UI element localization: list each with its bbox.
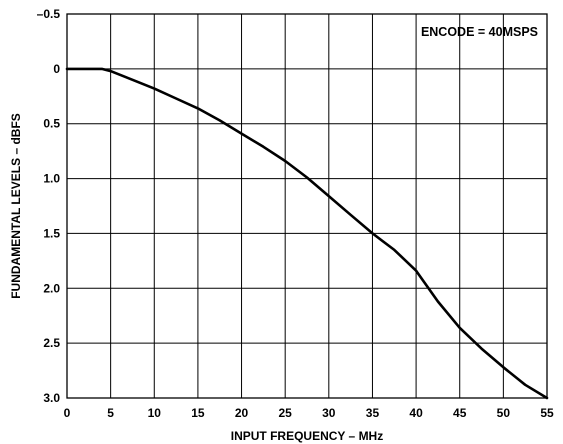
grid-lines <box>67 14 547 398</box>
y-tick-label: 3.0 <box>43 391 60 405</box>
x-tick-label: 5 <box>107 406 114 420</box>
y-tick-label: 0 <box>53 62 60 76</box>
x-tick-label: 10 <box>148 406 162 420</box>
y-axis-label: FUNDAMENTAL LEVELS – dBFS <box>9 113 23 299</box>
y-tick-label: 2.0 <box>43 281 60 295</box>
y-tick-label: –0.5 <box>37 7 61 21</box>
y-tick-label: 0.5 <box>43 117 60 131</box>
y-tick-label: 1.5 <box>43 226 60 240</box>
x-tick-label: 55 <box>540 406 554 420</box>
x-axis-label: INPUT FREQUENCY – MHz <box>231 429 383 443</box>
y-tick-label: 2.5 <box>43 336 60 350</box>
x-tick-label: 0 <box>64 406 71 420</box>
y-tick-label: 1.0 <box>43 172 60 186</box>
x-tick-label: 40 <box>409 406 423 420</box>
annotation-encode: ENCODE = 40MSPS <box>421 25 538 39</box>
x-tick-label: 45 <box>453 406 467 420</box>
y-tick-labels: –0.5 0 0.5 1.0 1.5 2.0 2.5 3.0 <box>37 7 61 405</box>
x-tick-labels: 0 5 10 15 20 25 30 35 40 45 50 55 <box>64 406 554 420</box>
x-tick-label: 35 <box>366 406 380 420</box>
x-tick-label: 25 <box>279 406 293 420</box>
x-tick-label: 15 <box>191 406 205 420</box>
series-line <box>65 67 549 400</box>
x-tick-label: 50 <box>497 406 511 420</box>
x-tick-label: 20 <box>235 406 249 420</box>
plot-frame <box>66 13 548 399</box>
x-tick-label: 30 <box>322 406 336 420</box>
